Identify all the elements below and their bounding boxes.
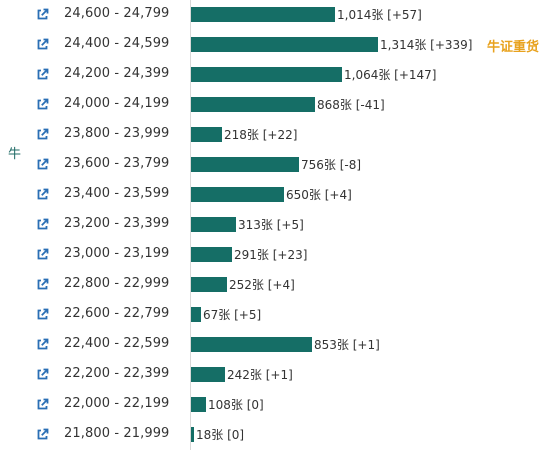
price-range-label: 22,400 - 22,599 <box>64 336 170 351</box>
side-label: 牛 <box>8 147 22 162</box>
bar <box>191 337 312 352</box>
price-range-label: 23,600 - 23,799 <box>64 156 170 171</box>
bar-value-label: 868张 [-41] <box>317 98 385 112</box>
external-link-icon[interactable] <box>36 428 49 441</box>
price-range-label: 21,800 - 21,999 <box>64 426 170 441</box>
chart-row: 23,000 - 23,199 291张 [+23] <box>0 240 543 270</box>
chart-row: 23,600 - 23,799 756张 [-8] <box>0 150 543 180</box>
chart-row: 24,000 - 24,199 868张 [-41] <box>0 90 543 120</box>
chart-row: 22,600 - 22,799 67张 [+5] <box>0 300 543 330</box>
price-range-label: 24,000 - 24,199 <box>64 96 170 111</box>
chart-row: 24,400 - 24,599 1,314张 [+339] <box>0 30 543 60</box>
bar-value-label: 853张 [+1] <box>314 338 380 352</box>
price-range-label: 23,800 - 23,999 <box>64 126 170 141</box>
bar <box>191 127 222 142</box>
chart-row: 22,800 - 22,999 252张 [+4] <box>0 270 543 300</box>
price-range-label: 22,800 - 22,999 <box>64 276 170 291</box>
bar <box>191 7 335 22</box>
bar <box>191 37 378 52</box>
bar-value-label: 242张 [+1] <box>227 368 293 382</box>
bar <box>191 217 236 232</box>
bar-value-label: 218张 [+22] <box>224 128 298 142</box>
chart-row: 23,800 - 23,999 218张 [+22] <box>0 120 543 150</box>
bar <box>191 367 225 382</box>
bar <box>191 157 299 172</box>
external-link-icon[interactable] <box>36 38 49 51</box>
bar-value-label: 18张 [0] <box>196 428 245 442</box>
bar-value-label: 650张 [+4] <box>286 188 352 202</box>
bar-value-label: 756张 [-8] <box>301 158 362 172</box>
external-link-icon[interactable] <box>36 158 49 171</box>
bar <box>191 427 194 442</box>
external-link-icon[interactable] <box>36 68 49 81</box>
chart-row: 23,200 - 23,399 313张 [+5] <box>0 210 543 240</box>
bar <box>191 67 342 82</box>
highlight-tag: 牛证重货 <box>487 40 540 55</box>
price-range-label: 24,600 - 24,799 <box>64 6 170 21</box>
external-link-icon[interactable] <box>36 218 49 231</box>
chart-row: 24,600 - 24,799 1,014张 [+57] <box>0 0 543 30</box>
price-range-label: 22,600 - 22,799 <box>64 306 170 321</box>
bar <box>191 187 284 202</box>
bar-value-label: 67张 [+5] <box>203 308 262 322</box>
bar <box>191 277 227 292</box>
external-link-icon[interactable] <box>36 8 49 21</box>
chart-row: 22,000 - 22,199 108张 [0] <box>0 390 543 420</box>
chart-row: 22,200 - 22,399 242张 [+1] <box>0 360 543 390</box>
bar-value-label: 313张 [+5] <box>238 218 304 232</box>
bar-value-label: 1,014张 [+57] <box>337 8 422 22</box>
external-link-icon[interactable] <box>36 278 49 291</box>
price-range-label: 22,000 - 22,199 <box>64 396 170 411</box>
price-range-label: 24,200 - 24,399 <box>64 66 170 81</box>
bar <box>191 247 232 262</box>
bar <box>191 397 206 412</box>
external-link-icon[interactable] <box>36 188 49 201</box>
bar-value-label: 1,314张 [+339] <box>380 38 473 52</box>
price-range-label: 23,400 - 23,599 <box>64 186 170 201</box>
bar <box>191 97 315 112</box>
bar-value-label: 252张 [+4] <box>229 278 295 292</box>
price-range-label: 23,200 - 23,399 <box>64 216 170 231</box>
chart-row: 22,400 - 22,599 853张 [+1] <box>0 330 543 360</box>
bar-value-label: 291张 [+23] <box>234 248 308 262</box>
chart-row: 24,200 - 24,399 1,064张 [+147] <box>0 60 543 90</box>
external-link-icon[interactable] <box>36 128 49 141</box>
external-link-icon[interactable] <box>36 398 49 411</box>
external-link-icon[interactable] <box>36 98 49 111</box>
bar-value-label: 1,064张 [+147] <box>344 68 437 82</box>
external-link-icon[interactable] <box>36 248 49 261</box>
external-link-icon[interactable] <box>36 308 49 321</box>
price-range-label: 24,400 - 24,599 <box>64 36 170 51</box>
external-link-icon[interactable] <box>36 368 49 381</box>
bar <box>191 307 201 322</box>
chart-axis <box>190 0 191 450</box>
price-range-label: 23,000 - 23,199 <box>64 246 170 261</box>
chart-row: 21,800 - 21,999 18张 [0] <box>0 420 543 450</box>
external-link-icon[interactable] <box>36 338 49 351</box>
chart-row: 23,400 - 23,599 650张 [+4] <box>0 180 543 210</box>
price-range-label: 22,200 - 22,399 <box>64 366 170 381</box>
bar-value-label: 108张 [0] <box>208 398 264 412</box>
